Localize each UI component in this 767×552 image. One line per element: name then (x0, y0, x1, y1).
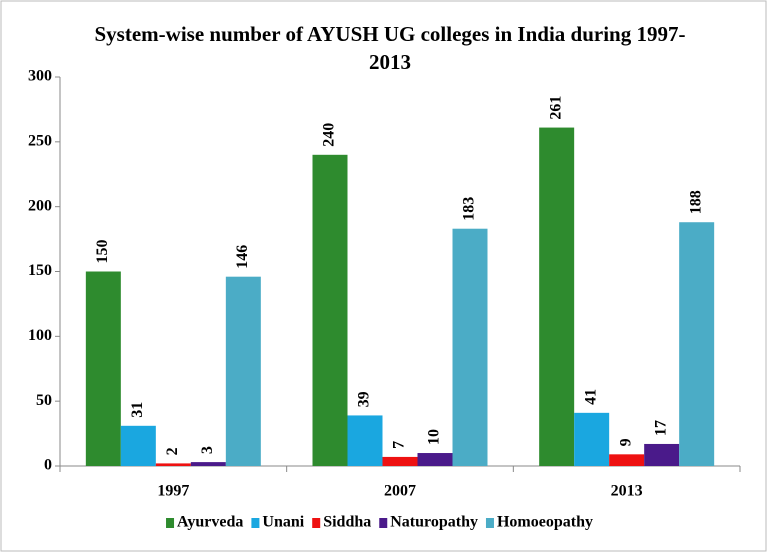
legend-swatch (251, 518, 260, 528)
bar (120, 425, 156, 466)
data-label: 150 (94, 240, 111, 264)
bar (85, 271, 121, 466)
data-label: 2 (164, 447, 181, 455)
data-label: 188 (687, 190, 704, 214)
legend-label: Ayurveda (177, 514, 243, 531)
legend-swatch (312, 518, 321, 528)
legend-label: Homoeopathy (497, 514, 593, 531)
bar (574, 412, 610, 466)
bar (155, 463, 191, 466)
legend-label: Siddha (323, 514, 371, 531)
y-tick-label: 200 (28, 197, 52, 214)
bar (382, 456, 418, 466)
y-tick-label: 150 (28, 262, 52, 279)
data-label: 9 (617, 438, 634, 446)
data-label: 240 (321, 123, 338, 147)
legend-label: Naturopathy (390, 514, 478, 531)
legend-swatch (379, 518, 388, 528)
data-label: 261 (547, 96, 564, 120)
bar (312, 154, 348, 467)
bar (417, 453, 453, 466)
data-label: 146 (234, 245, 251, 269)
x-tick-label: 2013 (611, 483, 643, 500)
data-label: 31 (129, 402, 146, 418)
y-tick-label: 0 (44, 457, 52, 474)
y-tick-label: 50 (36, 392, 52, 409)
data-label: 3 (199, 446, 216, 454)
bar (609, 454, 645, 466)
bar (225, 276, 261, 466)
x-tick-label: 2007 (384, 483, 416, 500)
data-label: 10 (426, 429, 443, 445)
data-label: 183 (461, 197, 478, 221)
bar (679, 222, 715, 466)
legend-swatch (485, 518, 494, 528)
bar (644, 443, 680, 466)
legend-label: Unani (262, 514, 304, 531)
y-tick-label: 250 (28, 133, 52, 150)
chart-title: System-wise number of AYUSH UG colleges … (94, 22, 686, 74)
bar (452, 228, 488, 466)
bar (190, 462, 226, 466)
y-tick-label: 300 (28, 68, 52, 85)
data-label: 39 (356, 391, 373, 407)
bar (347, 415, 383, 466)
bar (539, 127, 575, 466)
data-label: 41 (582, 389, 599, 405)
x-tick-label: 1997 (157, 483, 189, 500)
y-tick-label: 100 (28, 327, 52, 344)
data-label: 7 (391, 441, 408, 449)
legend-swatch (166, 518, 175, 528)
data-label: 17 (652, 420, 669, 436)
